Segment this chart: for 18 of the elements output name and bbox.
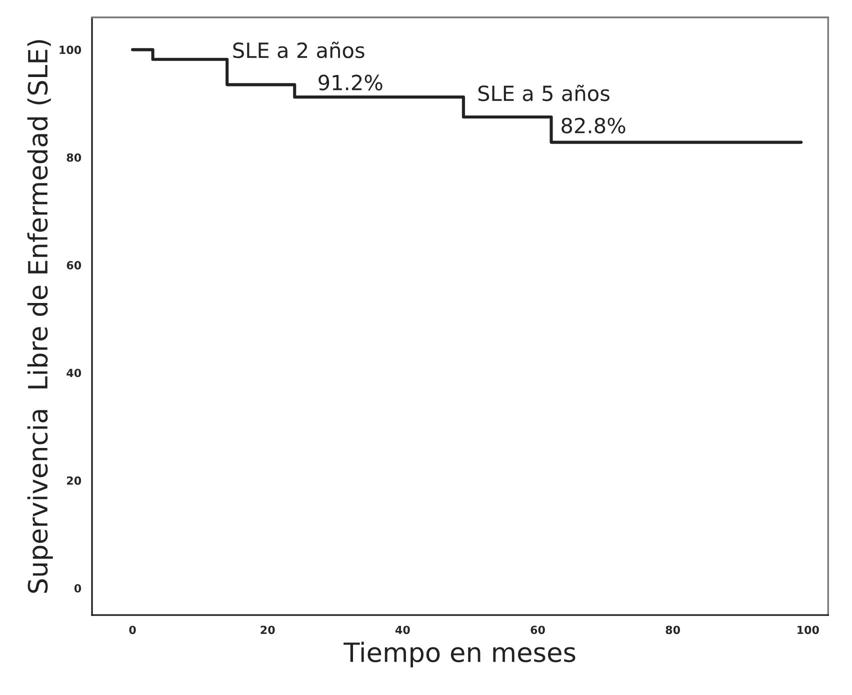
annotation: SLE a 2 años	[233, 42, 364, 58]
annotation: 91.2%	[318, 74, 382, 90]
x-tick-label: 60	[530, 626, 545, 634]
y-tick-label: 0	[74, 584, 82, 593]
y-axis-title: Supervivencia Libre de Enfermedad (SLE)	[27, 40, 53, 593]
x-axis-title: Tiempo en meses	[344, 642, 576, 668]
annotation: SLE a 5 años	[478, 84, 610, 102]
x-tick-label: 100	[798, 626, 819, 634]
y-tick-label: 60	[66, 261, 82, 270]
x-tick-label: 80	[666, 626, 680, 634]
x-tick-label: 0	[129, 626, 136, 634]
y-tick-label: 20	[67, 476, 82, 485]
y-tick-label: 40	[66, 368, 82, 378]
y-tick-label: 80	[66, 153, 82, 162]
x-tick-label: 40	[395, 626, 410, 634]
x-tick-label: 20	[260, 626, 275, 634]
y-tick-label: 100	[60, 46, 82, 54]
annotation: 82.8%	[562, 118, 626, 134]
